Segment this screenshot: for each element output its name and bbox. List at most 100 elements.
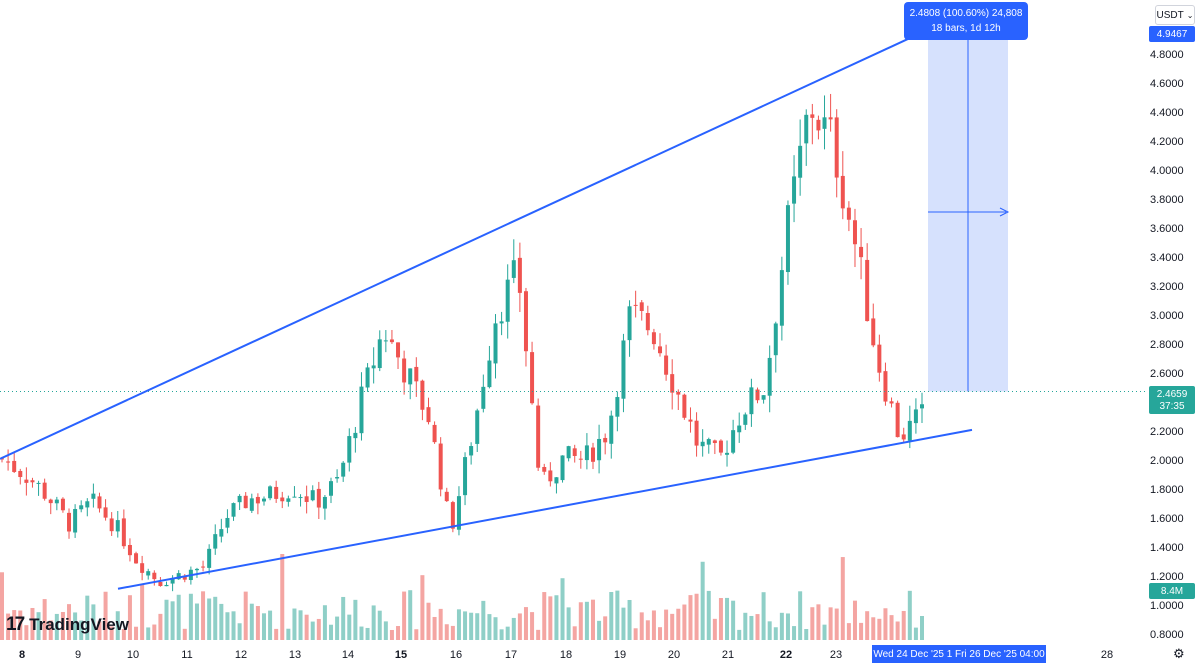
candle-body bbox=[469, 446, 474, 456]
candle-body bbox=[444, 491, 449, 502]
candle-body bbox=[536, 405, 541, 468]
volume-series bbox=[0, 553, 924, 640]
volume-bar bbox=[883, 608, 888, 640]
volume-bar bbox=[767, 621, 772, 640]
y-tick-label: 1.4000 bbox=[1150, 542, 1184, 554]
volume-bar bbox=[414, 629, 419, 640]
volume-bar bbox=[60, 611, 65, 640]
volume-label: 8.4M bbox=[1149, 583, 1195, 599]
candle-body bbox=[389, 339, 394, 343]
candle-body bbox=[883, 371, 888, 402]
candle-body bbox=[170, 577, 175, 584]
candle-body bbox=[499, 321, 504, 324]
candle-body bbox=[773, 323, 778, 356]
candle-body bbox=[408, 368, 413, 385]
volume-bar bbox=[73, 612, 78, 640]
candle-body bbox=[548, 470, 553, 482]
candle-body bbox=[91, 493, 96, 499]
candle-body bbox=[304, 496, 309, 502]
volume-bar bbox=[219, 603, 224, 640]
volume-bar bbox=[469, 612, 474, 640]
x-tick-label: 22 bbox=[780, 649, 792, 661]
candle-body bbox=[627, 306, 632, 341]
volume-bar bbox=[578, 602, 583, 640]
volume-bar bbox=[91, 604, 96, 640]
candle-body bbox=[85, 501, 90, 508]
volume-bar bbox=[792, 626, 797, 640]
volume-bar bbox=[304, 614, 309, 640]
volume-bar bbox=[268, 610, 273, 640]
candle-body bbox=[115, 520, 120, 532]
candle-body bbox=[481, 386, 486, 409]
volume-bar bbox=[560, 578, 565, 640]
volume-bar bbox=[499, 629, 504, 640]
volume-bar bbox=[0, 572, 4, 640]
currency-selector[interactable]: USDT ⌄ bbox=[1155, 5, 1195, 25]
volume-bar bbox=[658, 627, 663, 640]
volume-bar bbox=[134, 626, 139, 640]
volume-bar bbox=[121, 629, 126, 640]
volume-bar bbox=[408, 590, 413, 640]
volume-bar bbox=[79, 620, 84, 640]
candle-body bbox=[792, 176, 797, 204]
settings-icon[interactable]: ⚙ bbox=[1173, 646, 1185, 661]
volume-bar bbox=[231, 611, 236, 640]
y-tick-label: 1.8000 bbox=[1150, 484, 1184, 496]
volume-bar bbox=[621, 607, 626, 640]
candle-body bbox=[365, 367, 370, 388]
candle-body bbox=[79, 505, 84, 510]
candle-body bbox=[743, 414, 748, 425]
candle-body bbox=[670, 374, 675, 393]
measure-info-line1: 2.4808 (100.60%) 24,808 bbox=[909, 8, 1023, 19]
candle-body bbox=[731, 430, 736, 453]
x-tick-label: 19 bbox=[614, 649, 626, 661]
volume-bar bbox=[371, 605, 376, 640]
volume-bar bbox=[12, 610, 17, 640]
tradingview-logo[interactable]: 17 TradingView bbox=[6, 614, 129, 636]
volume-bar bbox=[97, 621, 102, 640]
candle-body bbox=[603, 437, 608, 443]
volume-bar bbox=[688, 595, 693, 640]
y-tick-label: 0.8000 bbox=[1150, 629, 1184, 641]
candle-body bbox=[377, 339, 382, 369]
volume-bar bbox=[329, 624, 334, 640]
volume-bar bbox=[438, 608, 443, 640]
volume-bar bbox=[523, 607, 528, 640]
candle-body bbox=[639, 302, 644, 311]
x-tick-label: 20 bbox=[668, 649, 680, 661]
volume-bar bbox=[115, 611, 120, 640]
volume-bar bbox=[554, 595, 559, 640]
volume-bar bbox=[54, 613, 59, 640]
volume-bar bbox=[712, 618, 717, 640]
candle-body bbox=[755, 389, 760, 401]
candle-body bbox=[877, 344, 882, 373]
candle-body bbox=[767, 357, 772, 396]
lower-trendline bbox=[117, 428, 973, 590]
y-tick-label: 3.6000 bbox=[1150, 223, 1184, 235]
trendline-group[interactable] bbox=[0, 34, 1146, 590]
volume-bar bbox=[725, 597, 730, 640]
candle-body bbox=[852, 220, 857, 245]
candle-body bbox=[219, 529, 224, 537]
volume-bar bbox=[85, 595, 90, 640]
y-tick-label: 1.2000 bbox=[1150, 571, 1184, 583]
candle-body bbox=[456, 496, 461, 530]
candle-body bbox=[511, 260, 516, 278]
candle-body bbox=[109, 518, 114, 532]
x-tick-label: 21 bbox=[722, 649, 734, 661]
measure-info-box[interactable]: 2.4808 (100.60%) 24,808 18 bars, 1d 12h bbox=[904, 2, 1028, 40]
candle-body bbox=[804, 114, 809, 144]
candle-body bbox=[335, 477, 340, 479]
volume-bar bbox=[152, 624, 157, 640]
candle-body bbox=[341, 462, 346, 477]
candle-body bbox=[420, 380, 425, 410]
candle-body bbox=[201, 566, 206, 568]
volume-bar bbox=[536, 629, 541, 640]
candle-body bbox=[450, 502, 455, 529]
volume-bar bbox=[859, 622, 864, 640]
candle-body bbox=[725, 452, 730, 455]
measure-region bbox=[928, 40, 1010, 392]
candle-body bbox=[127, 544, 132, 556]
